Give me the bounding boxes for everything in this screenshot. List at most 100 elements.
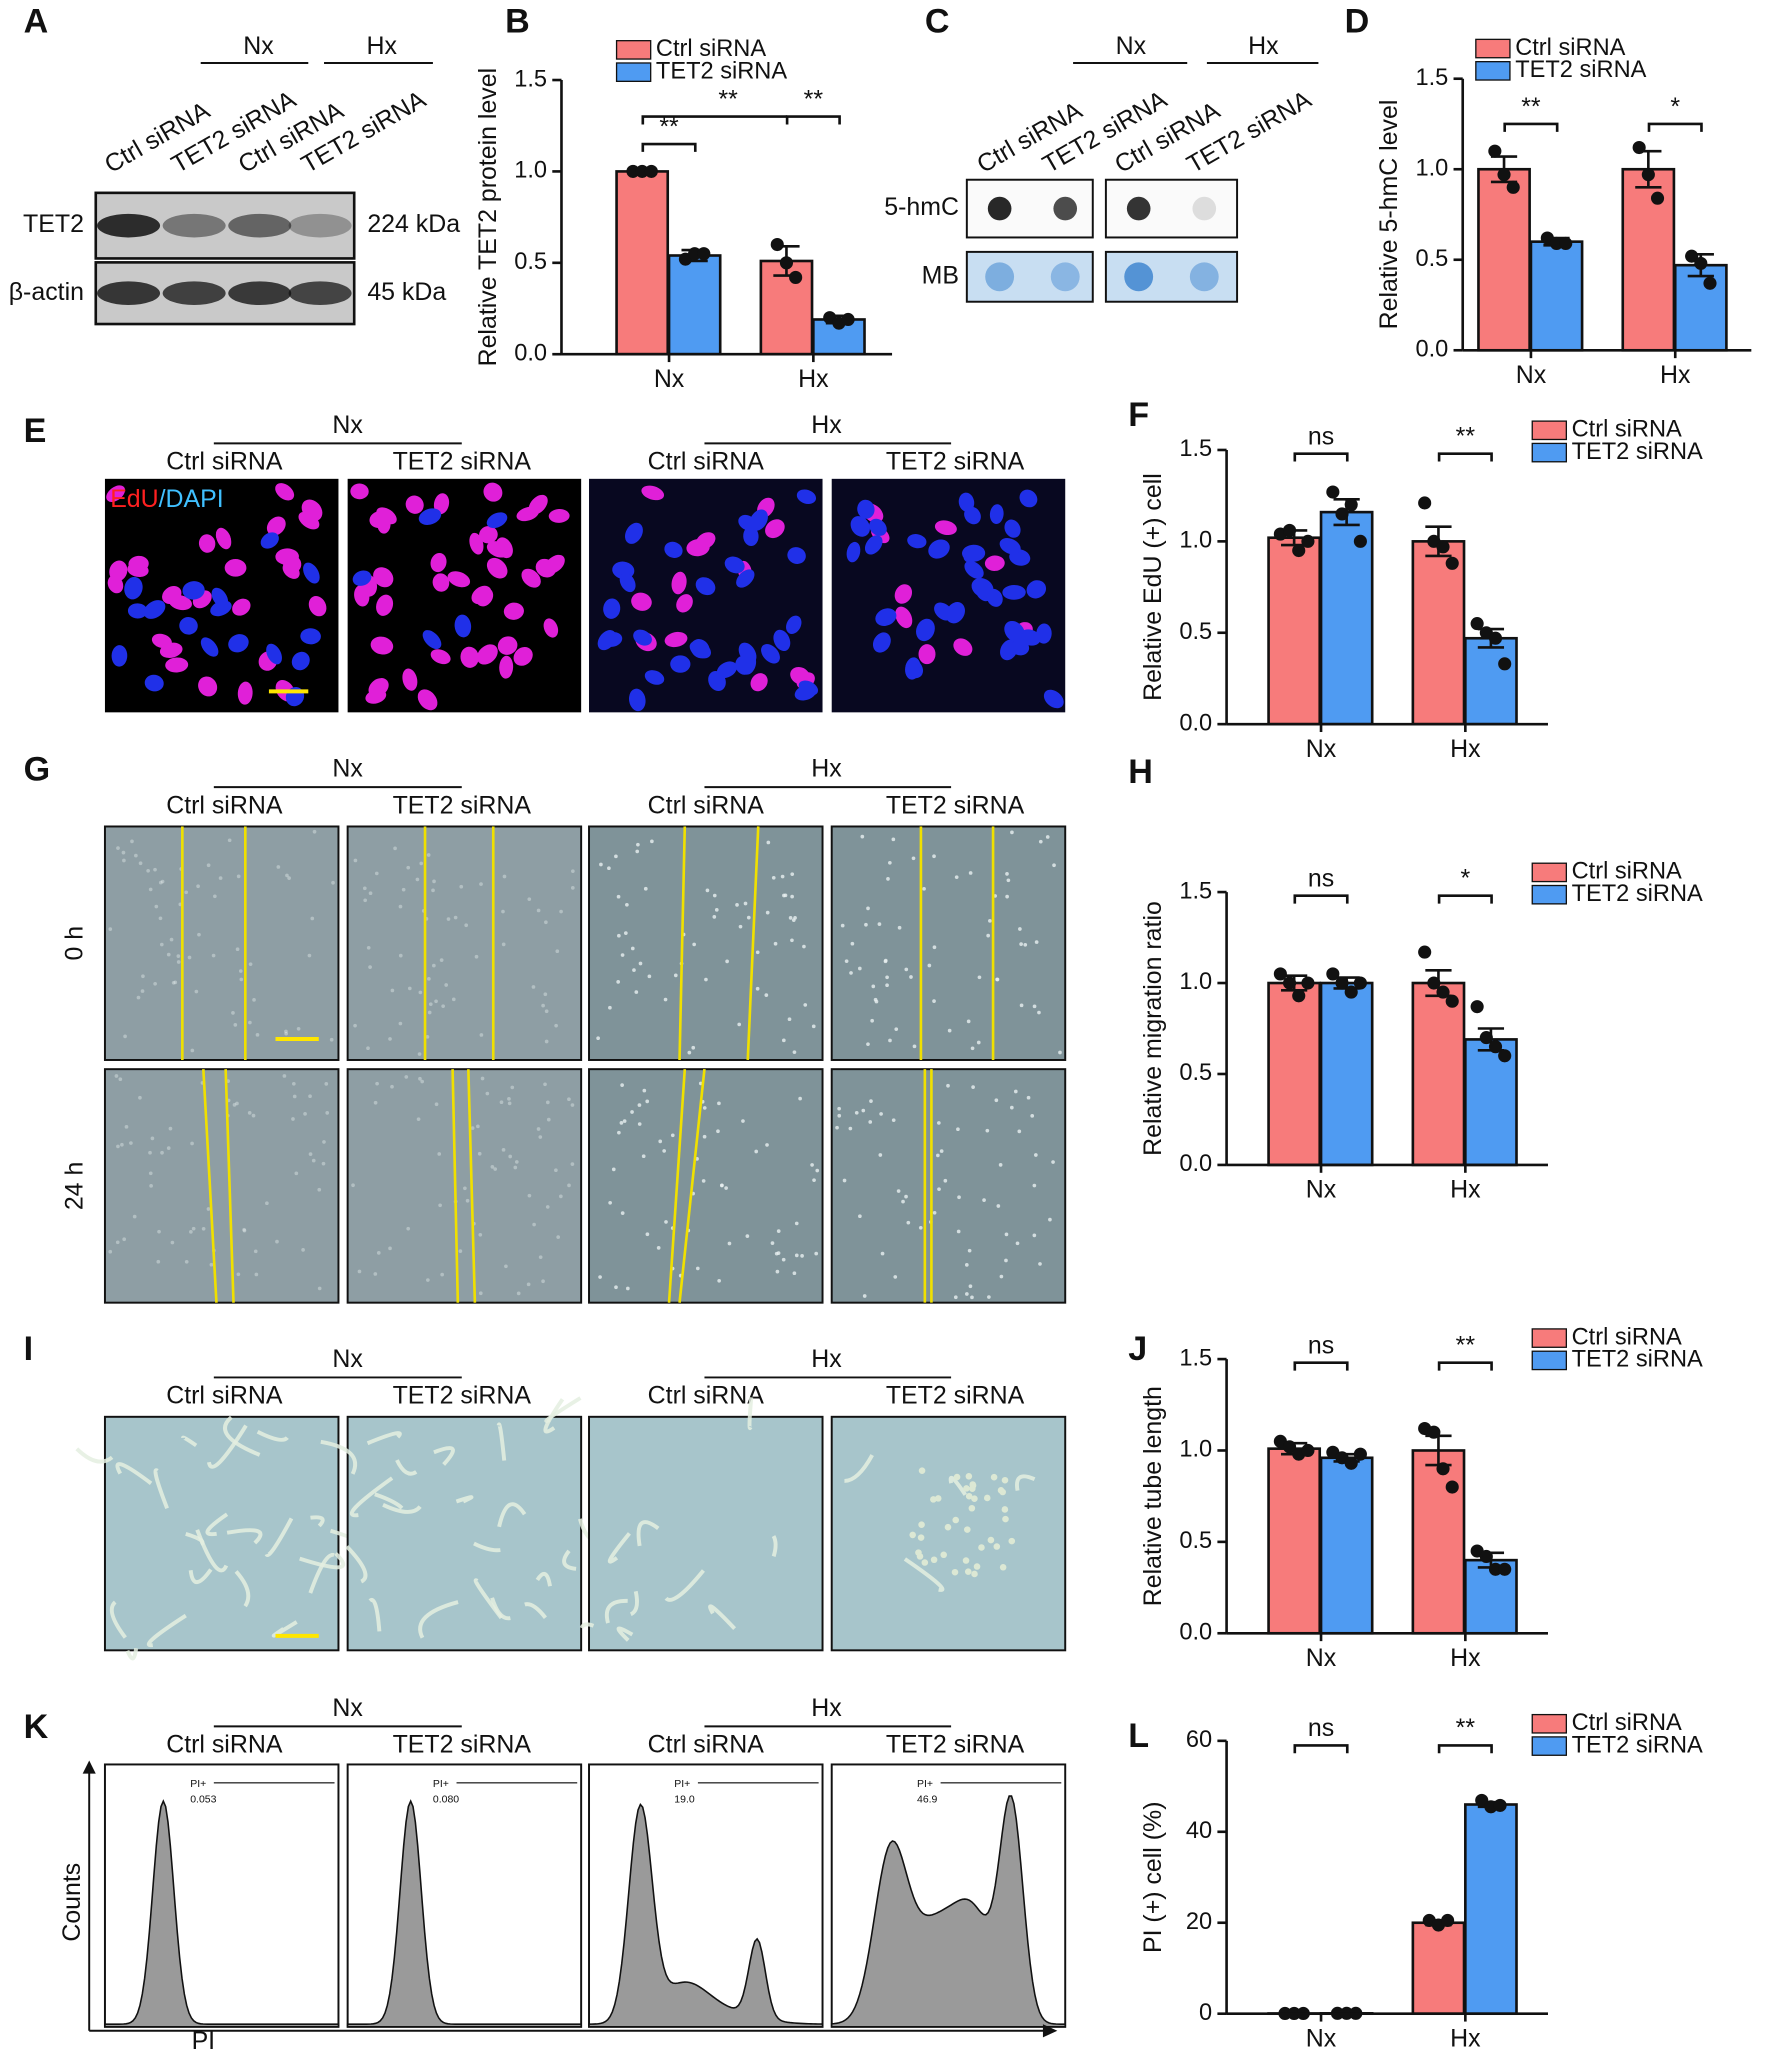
nucleus: [864, 535, 883, 555]
cell: [108, 1249, 113, 1254]
treatment-label: TET2 siRNA: [886, 1382, 1025, 1410]
nucleus: [418, 508, 442, 525]
cell: [788, 916, 793, 920]
cell: [458, 1249, 463, 1253]
cell: [123, 1034, 127, 1039]
cell: [390, 988, 395, 993]
cell: [781, 1038, 786, 1043]
cell-cluster: [965, 1473, 973, 1480]
cell: [793, 915, 797, 920]
cell: [619, 1121, 624, 1125]
tube: [664, 1569, 705, 1602]
cell: [242, 1227, 246, 1232]
cell: [322, 1140, 326, 1144]
nucleus: [787, 547, 806, 564]
cell: [130, 839, 134, 844]
cell: [118, 1077, 123, 1082]
cell: [173, 980, 178, 985]
nucleus: [999, 538, 1021, 555]
nucleus: [750, 673, 768, 692]
data-point: [1506, 180, 1520, 194]
cell: [231, 1011, 235, 1015]
x-tick-label: Hx: [1450, 1176, 1481, 1204]
cell: [406, 865, 411, 870]
cell: [599, 862, 603, 867]
nucleus: [964, 560, 984, 579]
cell: [190, 1048, 195, 1053]
cell: [368, 965, 372, 969]
cell: [232, 1103, 237, 1107]
cell: [115, 1240, 120, 1245]
bar: [1477, 167, 1531, 352]
nucleus: [528, 494, 548, 515]
data-point: [1470, 617, 1484, 631]
nucleus: [303, 562, 320, 584]
tube: [125, 1647, 139, 1661]
legend-label: Ctrl siRNA: [656, 36, 766, 62]
y-axis-label: Counts: [58, 1863, 86, 1942]
cell: [321, 1161, 326, 1166]
treatment-label: TET2 siRNA: [886, 448, 1025, 476]
wound-image: [588, 825, 824, 1061]
cell: [317, 1286, 322, 1291]
cell: [502, 874, 507, 879]
cell: [418, 1076, 422, 1081]
tube: [544, 1396, 582, 1423]
cell: [964, 1263, 969, 1267]
data-point: [1488, 1040, 1503, 1054]
nucleus: [633, 629, 652, 646]
legend-swatch: [1531, 1736, 1568, 1756]
data-point: [626, 164, 640, 178]
nucleus: [232, 598, 251, 616]
bar: [1464, 1803, 1518, 2016]
cell: [197, 932, 201, 937]
gate-value: 46.9: [917, 1795, 938, 1806]
cell: [776, 1229, 781, 1233]
cell: [294, 1171, 299, 1176]
cell: [401, 887, 406, 892]
data-point: [1427, 1425, 1441, 1439]
nucleus: [786, 615, 802, 634]
cell: [159, 942, 164, 947]
cell: [947, 1028, 952, 1033]
cell-cluster: [963, 1485, 970, 1492]
nucleus: [521, 568, 541, 588]
cell: [966, 1019, 971, 1024]
cell: [620, 1083, 624, 1087]
nucleus: [850, 516, 870, 537]
cell: [398, 904, 403, 909]
cell: [434, 1102, 439, 1107]
cell: [312, 829, 317, 834]
cell: [554, 1023, 558, 1028]
nucleus: [1019, 489, 1038, 508]
data-point: [1685, 249, 1699, 263]
tube: [368, 1597, 382, 1632]
cell: [968, 871, 973, 875]
cell: [416, 1117, 421, 1122]
cell: [134, 853, 138, 858]
cell: [176, 960, 181, 964]
cell: [970, 1295, 974, 1300]
cell: [616, 894, 621, 899]
cell: [1038, 1262, 1042, 1266]
nucleus: [198, 676, 218, 697]
cell: [998, 1163, 1003, 1167]
nucleus: [895, 606, 913, 629]
cell-cluster: [951, 1568, 959, 1576]
cell: [154, 904, 159, 909]
cell: [712, 915, 717, 919]
cell: [877, 922, 882, 926]
cell: [637, 1103, 642, 1107]
group-label: Nx: [332, 411, 363, 439]
treatment-label: Ctrl siRNA: [648, 1382, 765, 1410]
cell: [904, 967, 909, 972]
cell: [770, 1241, 775, 1245]
legend-swatch: [1531, 884, 1568, 905]
cell: [725, 959, 729, 964]
nucleus: [144, 674, 164, 692]
cell: [862, 1294, 867, 1298]
cell: [1030, 1113, 1035, 1118]
x-tick-label: Nx: [1306, 735, 1337, 763]
sig-bracket: [641, 115, 788, 125]
cell-cluster: [918, 1467, 926, 1474]
